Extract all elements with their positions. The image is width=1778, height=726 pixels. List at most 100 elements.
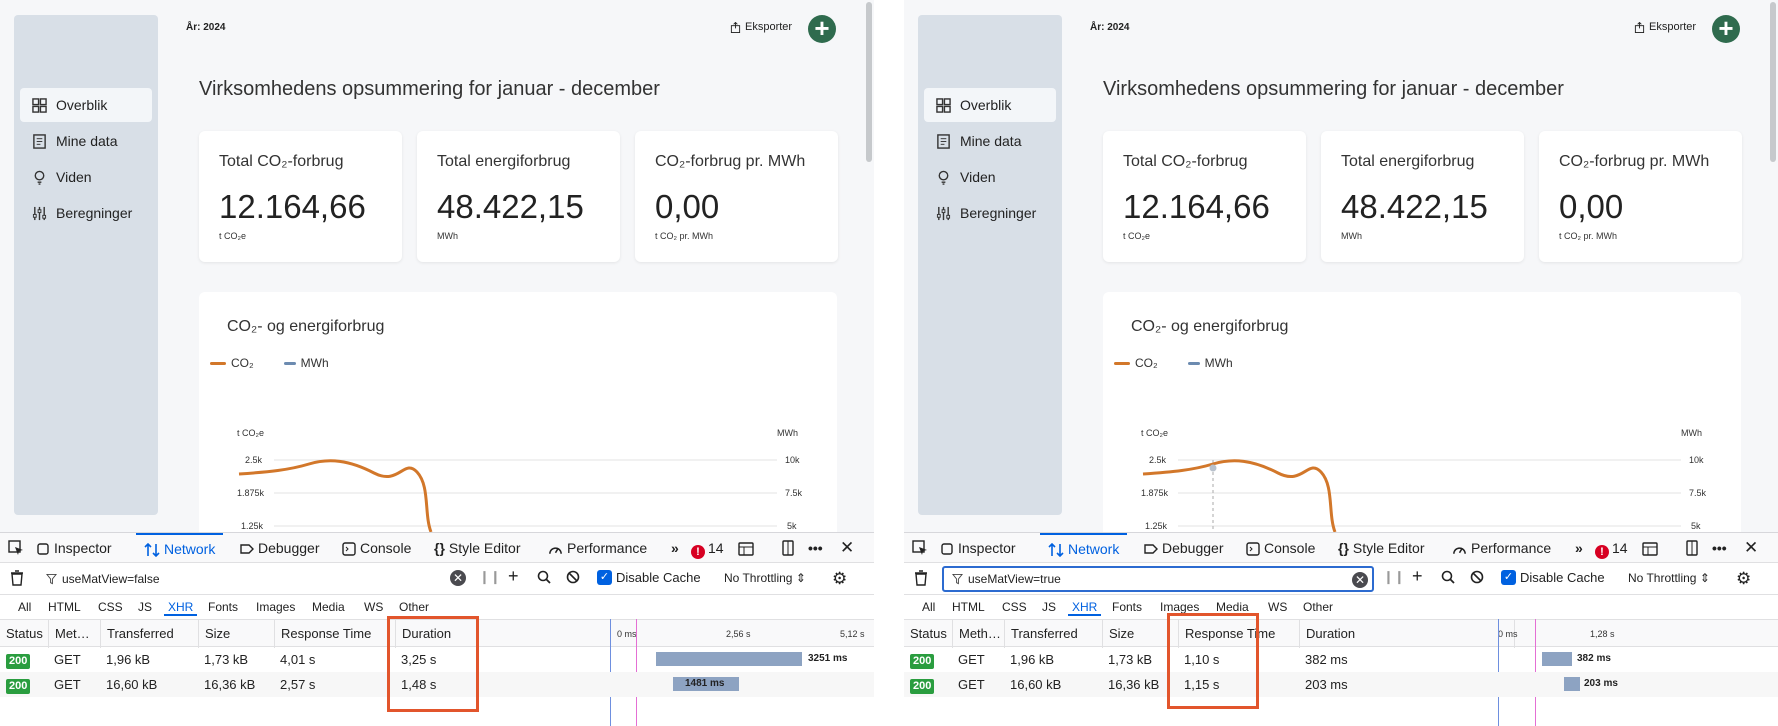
- scrollbar[interactable]: [1770, 2, 1776, 162]
- throttling-select[interactable]: No Throttling ⇕: [1628, 571, 1710, 585]
- sidebar-item-mine-data[interactable]: Mine data: [20, 124, 152, 158]
- block-icon[interactable]: [1470, 570, 1484, 587]
- search-icon[interactable]: [1441, 570, 1455, 587]
- filter-html[interactable]: HTML: [48, 600, 81, 614]
- trash-icon[interactable]: [10, 570, 24, 589]
- add-button[interactable]: +: [1712, 15, 1740, 43]
- tab-performance[interactable]: Performance: [1452, 533, 1551, 563]
- sidebar-item-viden[interactable]: Viden: [20, 160, 152, 194]
- col-waterfall[interactable]: [1514, 620, 1778, 648]
- pause-icon[interactable]: ❙❙: [479, 569, 501, 584]
- close-icon[interactable]: ✕: [840, 538, 855, 557]
- filter-js[interactable]: JS: [138, 600, 153, 614]
- sidebar-item-mine-data[interactable]: Mine data: [924, 124, 1056, 158]
- table-row[interactable]: 200 GET 16,60 kB 16,36 kB 1,15 s 203 ms …: [904, 672, 1778, 697]
- tab-inspector[interactable]: Inspector: [940, 533, 1016, 563]
- filter-images[interactable]: Images: [1160, 600, 1200, 614]
- sidebar-item-viden[interactable]: Viden: [924, 160, 1056, 194]
- col-response-time[interactable]: Response Time: [1178, 620, 1275, 648]
- tab-debugger[interactable]: Debugger: [1144, 533, 1224, 563]
- filter-other[interactable]: Other: [1303, 600, 1334, 614]
- menu-icon[interactable]: •••: [808, 540, 823, 556]
- col-method[interactable]: Meth…: [952, 620, 1001, 648]
- dock-icon[interactable]: [780, 533, 800, 563]
- filter-fonts[interactable]: Fonts: [1112, 600, 1143, 614]
- clear-filter-icon[interactable]: ✕: [450, 570, 466, 586]
- tab-debugger[interactable]: Debugger: [240, 533, 320, 563]
- table-row[interactable]: 200 GET 1,96 kB 1,73 kB 4,01 s 3,25 s 32…: [0, 647, 874, 672]
- error-count[interactable]: ! 14: [1595, 533, 1628, 563]
- search-icon[interactable]: [537, 570, 551, 587]
- filter-ws[interactable]: WS: [364, 600, 384, 614]
- filter-fonts[interactable]: Fonts: [208, 600, 239, 614]
- settings-icon[interactable]: ⚙: [1736, 569, 1752, 588]
- add-icon[interactable]: +: [1412, 566, 1423, 586]
- col-size[interactable]: Size: [1102, 620, 1134, 648]
- error-count[interactable]: ! 14: [691, 533, 724, 563]
- settings-icon[interactable]: ⚙: [832, 569, 848, 588]
- filter-all[interactable]: All: [18, 600, 32, 614]
- filter-other[interactable]: Other: [399, 600, 430, 614]
- dock-icon[interactable]: [1684, 533, 1704, 563]
- clear-filter-icon[interactable]: ✕: [1352, 572, 1368, 588]
- tab-console[interactable]: Console: [1246, 533, 1315, 563]
- filter-js[interactable]: JS: [1042, 600, 1057, 614]
- trash-icon[interactable]: [914, 570, 928, 589]
- col-status[interactable]: Status: [910, 626, 947, 641]
- col-status[interactable]: Status: [6, 626, 43, 641]
- split-console-icon[interactable]: [1642, 533, 1662, 563]
- col-size[interactable]: Size: [198, 620, 230, 648]
- tab-style-editor[interactable]: {} Style Editor: [1338, 533, 1425, 563]
- export-button[interactable]: Eksporter: [730, 21, 792, 33]
- sidebar-item-overblik[interactable]: Overblik: [20, 88, 152, 122]
- table-row[interactable]: 200 GET 16,60 kB 16,36 kB 2,57 s 1,48 s …: [0, 672, 874, 697]
- filter-media[interactable]: Media: [312, 600, 345, 614]
- add-button[interactable]: +: [808, 15, 836, 43]
- legend-mwh[interactable]: MWh: [1187, 356, 1233, 370]
- col-transferred[interactable]: Transferred: [1004, 620, 1078, 648]
- sidebar-item-overblik[interactable]: Overblik: [924, 88, 1056, 122]
- legend-mwh[interactable]: MWh: [283, 356, 329, 370]
- table-row[interactable]: 200 GET 1,96 kB 1,73 kB 1,10 s 382 ms 38…: [904, 647, 1778, 672]
- tab-style-editor[interactable]: {} Style Editor: [434, 533, 521, 563]
- sidebar-item-beregninger[interactable]: Beregninger: [924, 196, 1056, 230]
- filter-xhr[interactable]: XHR: [164, 600, 198, 616]
- menu-icon[interactable]: •••: [1712, 540, 1727, 556]
- filter-input[interactable]: useMatView=true ✕: [942, 566, 1374, 592]
- more-tabs-icon[interactable]: »: [1575, 540, 1583, 556]
- col-response-time[interactable]: Response Time: [274, 620, 371, 648]
- filter-xhr[interactable]: XHR: [1068, 600, 1102, 616]
- filter-ws[interactable]: WS: [1268, 600, 1288, 614]
- tab-network[interactable]: Network: [136, 533, 224, 563]
- filter-input[interactable]: useMatView=false ✕: [38, 566, 470, 592]
- pick-element-icon[interactable]: [8, 533, 28, 563]
- split-console-icon[interactable]: [738, 533, 758, 563]
- legend-co2[interactable]: CO₂: [210, 356, 254, 370]
- filter-media[interactable]: Media: [1216, 600, 1249, 614]
- pause-icon[interactable]: ❙❙: [1383, 569, 1405, 584]
- scrollbar[interactable]: [866, 2, 872, 162]
- filter-images[interactable]: Images: [256, 600, 296, 614]
- tab-console[interactable]: Console: [342, 533, 411, 563]
- filter-css[interactable]: CSS: [98, 600, 123, 614]
- export-button[interactable]: Eksporter: [1634, 21, 1696, 33]
- tab-inspector[interactable]: Inspector: [36, 533, 112, 563]
- col-duration[interactable]: Duration: [395, 620, 451, 648]
- sidebar-item-beregninger[interactable]: Beregninger: [20, 196, 152, 230]
- disable-cache-checkbox[interactable]: ✓ Disable Cache: [1501, 570, 1605, 585]
- tab-performance[interactable]: Performance: [548, 533, 647, 563]
- pick-element-icon[interactable]: [912, 533, 932, 563]
- filter-html[interactable]: HTML: [952, 600, 985, 614]
- legend-co2[interactable]: CO₂: [1114, 356, 1158, 370]
- add-icon[interactable]: +: [508, 566, 519, 586]
- more-tabs-icon[interactable]: »: [671, 540, 679, 556]
- col-method[interactable]: Met…: [48, 620, 90, 648]
- col-transferred[interactable]: Transferred: [100, 620, 174, 648]
- tab-network[interactable]: Network: [1040, 533, 1128, 563]
- col-duration[interactable]: Duration: [1299, 620, 1355, 648]
- close-icon[interactable]: ✕: [1744, 538, 1759, 557]
- filter-css[interactable]: CSS: [1002, 600, 1027, 614]
- disable-cache-checkbox[interactable]: ✓ Disable Cache: [597, 570, 701, 585]
- block-icon[interactable]: [566, 570, 580, 587]
- filter-all[interactable]: All: [922, 600, 936, 614]
